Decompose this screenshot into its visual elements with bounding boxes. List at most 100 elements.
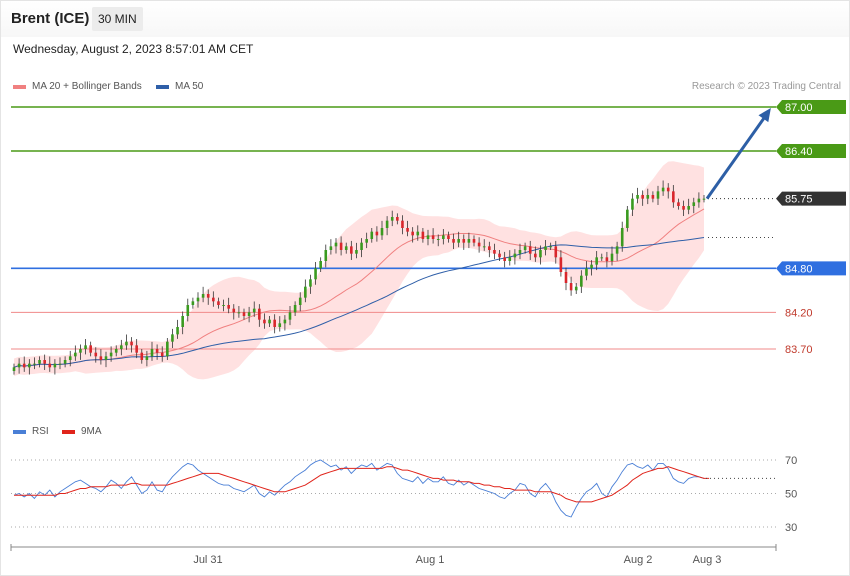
candle-body <box>523 246 527 250</box>
candle-body <box>135 345 138 353</box>
candle-body <box>145 356 149 360</box>
candle-body <box>283 319 287 324</box>
candle-body <box>329 246 333 250</box>
candle-body <box>319 261 322 269</box>
candle-body <box>365 239 368 243</box>
candle-body <box>166 341 169 357</box>
legend-rsi: RSI <box>13 426 49 437</box>
level-tag <box>776 100 846 114</box>
candle-body <box>339 242 343 250</box>
candle-body <box>631 198 634 210</box>
candle-body <box>53 363 57 368</box>
candle-body <box>605 257 609 261</box>
candle-body <box>68 356 72 360</box>
candle-body <box>206 294 210 298</box>
candle-body <box>651 195 655 199</box>
candle-body <box>401 220 404 228</box>
rsi-line <box>13 459 705 518</box>
candle-body <box>140 352 144 360</box>
candle-body <box>452 239 455 243</box>
candle-body <box>227 305 230 309</box>
candle-body <box>191 301 195 305</box>
forecast-arrowhead <box>758 108 771 123</box>
candle-body <box>646 195 650 199</box>
rsi-tick-label: 70 <box>785 455 797 467</box>
ma9-label: 9MA <box>81 426 102 437</box>
candle-body <box>89 345 92 353</box>
candle-body <box>564 272 568 283</box>
candle-body <box>33 363 36 365</box>
candle-body <box>293 305 297 313</box>
candle-body <box>350 246 353 254</box>
candle-body <box>442 235 445 239</box>
candle-body <box>600 257 604 259</box>
candle-body <box>544 246 547 250</box>
level-label: 84.80 <box>785 263 813 275</box>
legend-9ma: 9MA <box>62 426 102 437</box>
candle-body <box>17 363 21 368</box>
candle-body <box>48 363 52 368</box>
candle-body <box>217 301 220 305</box>
candle-body <box>94 352 98 357</box>
rsi-swatch <box>13 429 26 434</box>
candle-body <box>109 352 113 357</box>
candle-body <box>482 246 486 248</box>
level-tag <box>776 261 846 276</box>
candle-body <box>114 349 118 353</box>
candle-body <box>431 235 435 239</box>
x-tick-label: Aug 2 <box>624 554 653 566</box>
candle-body <box>396 217 399 221</box>
candle-body <box>43 360 46 364</box>
candle-body <box>375 231 379 236</box>
candle-body <box>702 198 706 200</box>
candle-body <box>411 231 414 236</box>
interval-button[interactable]: 30 MIN <box>92 7 143 31</box>
candle-body <box>590 264 593 269</box>
candle-body <box>549 246 552 248</box>
candle-body <box>518 250 522 254</box>
candle-body <box>324 250 328 261</box>
candle-body <box>426 235 430 239</box>
candle-body <box>406 228 409 232</box>
candle-body <box>508 257 512 261</box>
candle-body <box>304 286 307 298</box>
candle-body <box>385 220 389 228</box>
candle-body <box>273 319 276 327</box>
x-tick-label: Aug 1 <box>416 554 445 566</box>
candle-body <box>503 257 506 261</box>
candle-body <box>181 316 184 327</box>
ma20-label: MA 20 + Bollinger Bands <box>32 81 142 92</box>
candle-body <box>626 209 629 228</box>
level-tag <box>776 144 846 158</box>
bollinger-band <box>14 161 704 380</box>
candle-body <box>28 363 31 368</box>
candle-body <box>130 341 133 346</box>
forecast-arrow <box>705 117 766 200</box>
candle-body <box>477 242 481 247</box>
ma20-line <box>13 208 705 368</box>
candle-body <box>247 312 251 316</box>
candle-body <box>258 308 261 320</box>
candle-body <box>125 341 128 346</box>
candle-body <box>150 349 154 357</box>
timestamp: Wednesday, August 2, 2023 8:57:01 AM CET <box>13 42 254 56</box>
candle-body <box>641 195 644 199</box>
candle-body <box>687 206 690 210</box>
candle-body <box>421 231 425 239</box>
candle-body <box>12 367 16 371</box>
ma50-swatch <box>156 84 169 89</box>
candle-body <box>309 279 312 287</box>
candle-body <box>120 345 123 349</box>
candle-body <box>355 250 358 254</box>
candle-body <box>677 202 680 206</box>
candle-body <box>196 297 200 302</box>
candle-body <box>58 363 62 365</box>
candle-body <box>574 286 578 291</box>
candle-body <box>636 195 639 199</box>
candle-body <box>615 246 619 254</box>
candle-body <box>252 308 256 313</box>
copyright: Research © 2023 Trading Central <box>691 81 841 92</box>
candle-body <box>554 246 558 258</box>
candle-body <box>462 239 466 243</box>
